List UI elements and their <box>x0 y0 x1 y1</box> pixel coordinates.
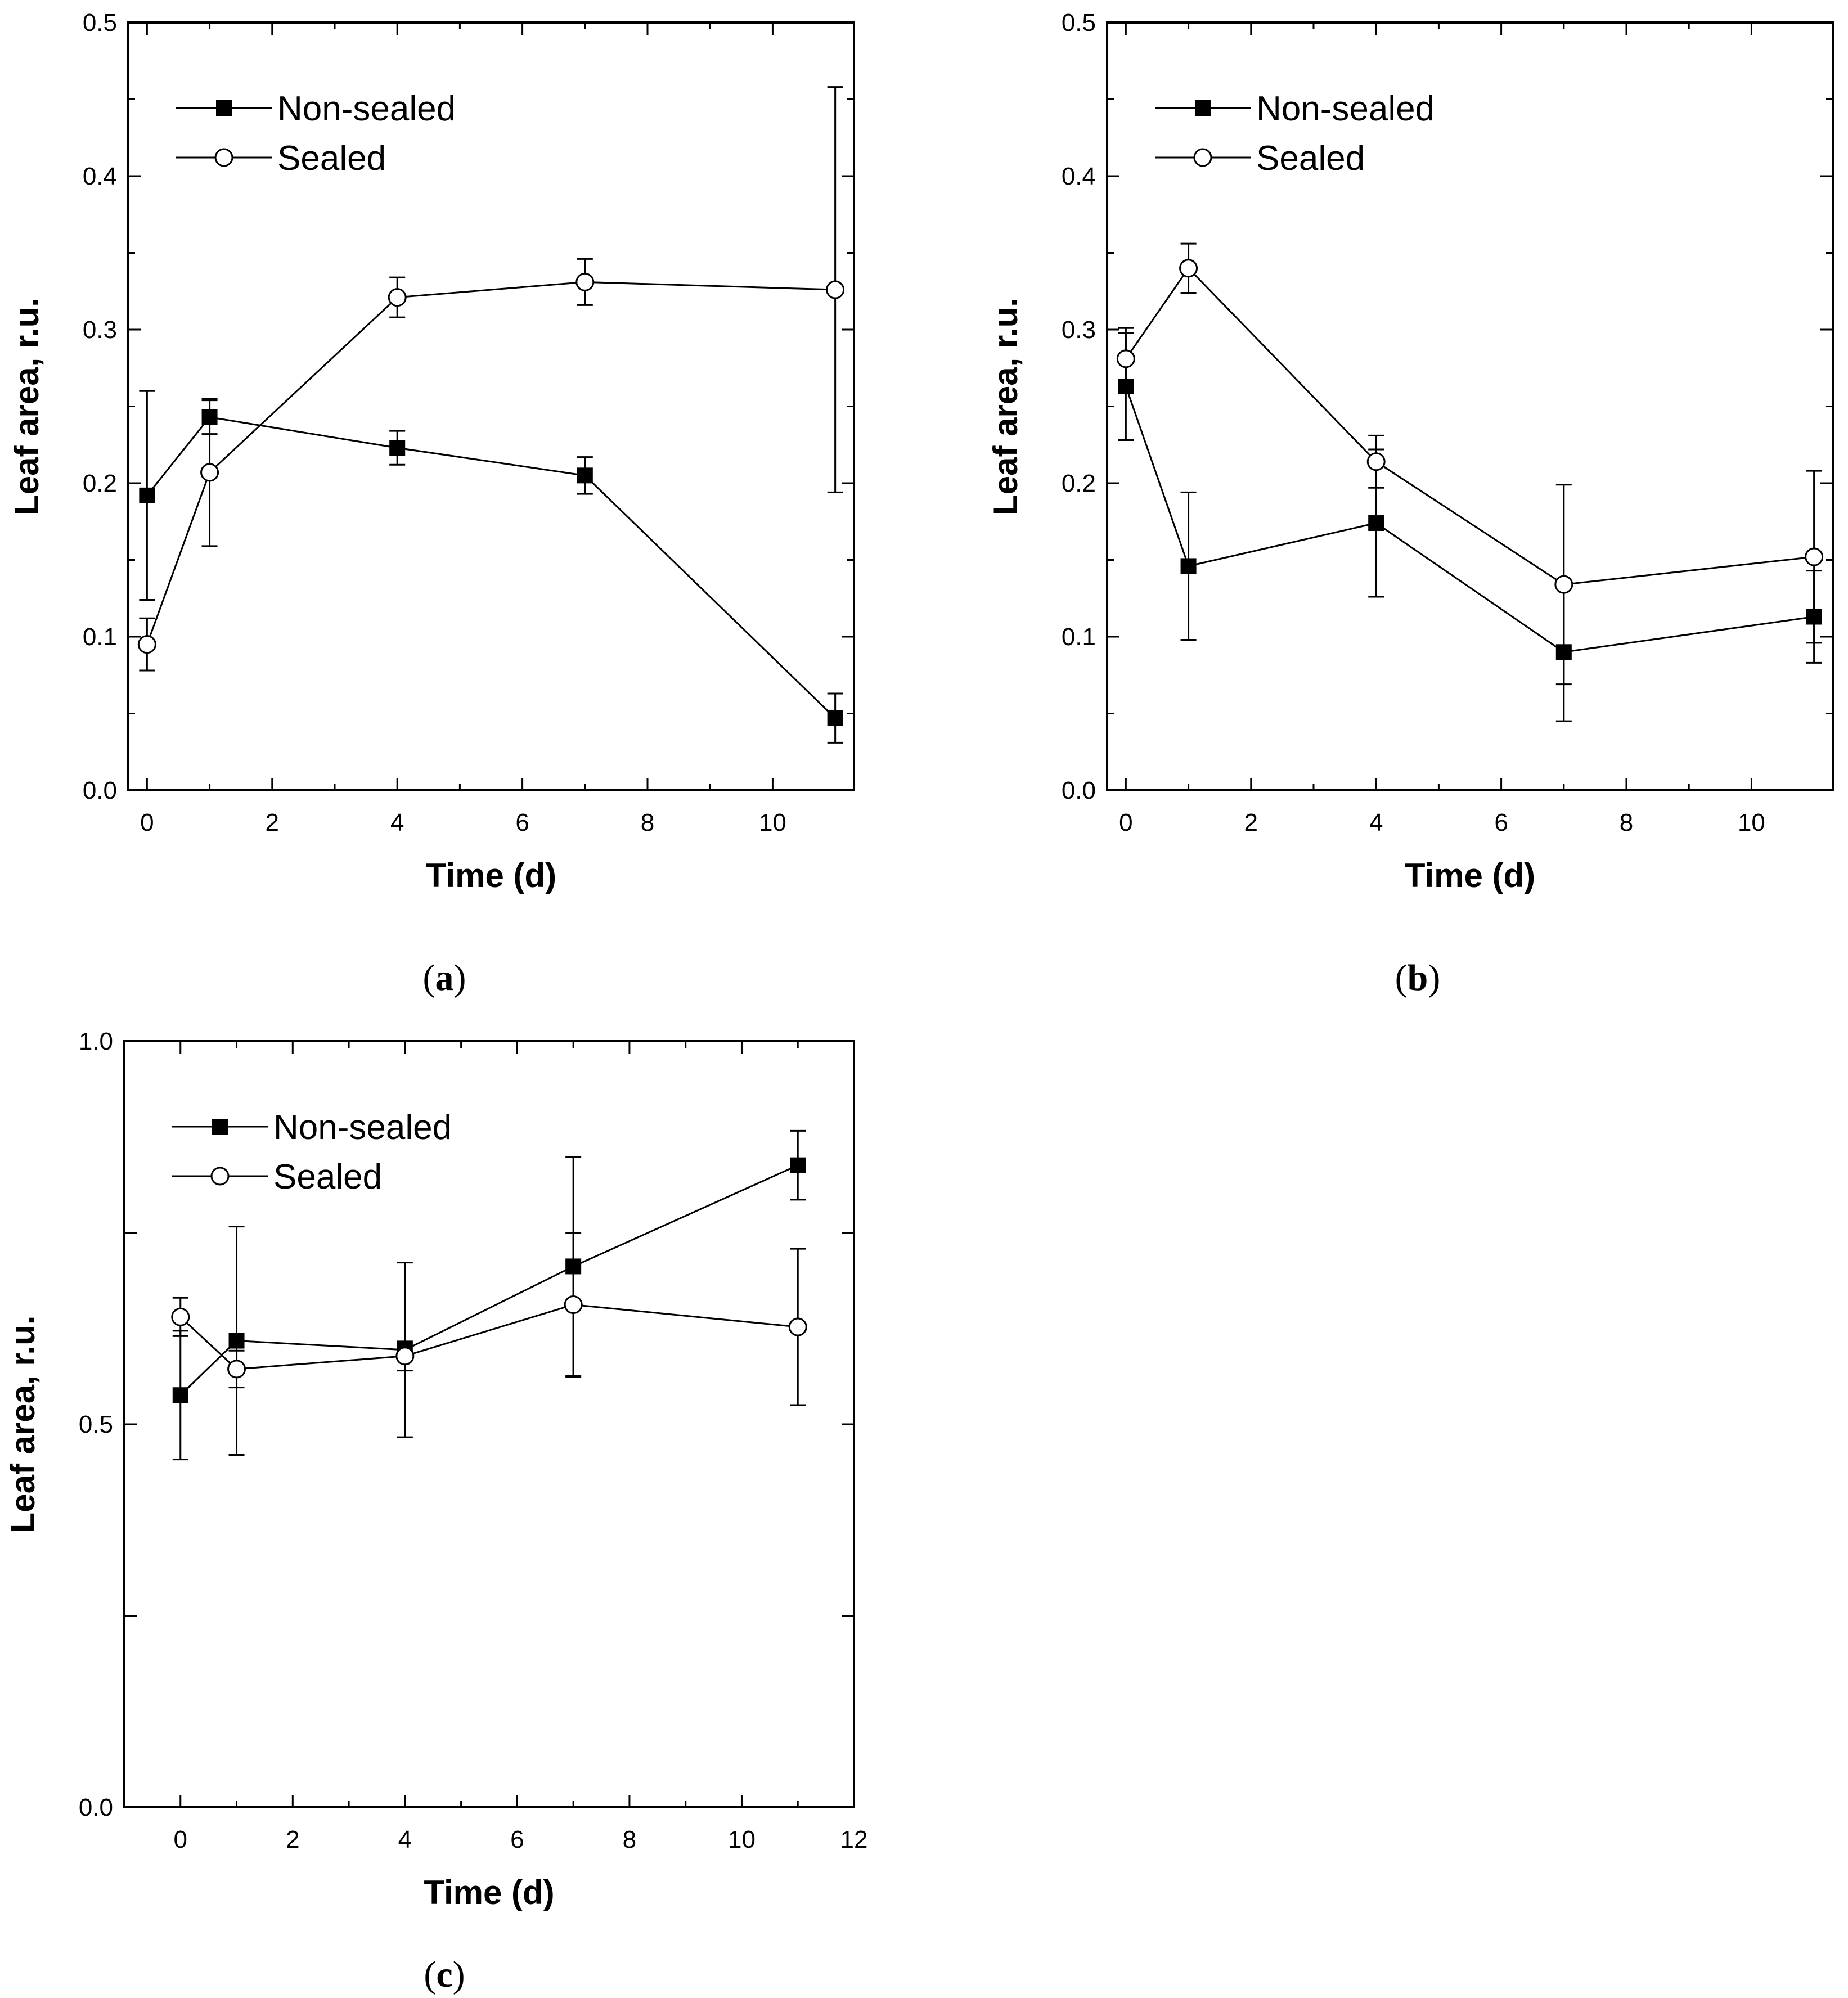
data-point-sealed <box>395 1347 415 1366</box>
x-tick-label: 6 <box>515 809 529 836</box>
legend-label-non-sealed: Non-sealed <box>1256 89 1435 128</box>
legend-marker-non-sealed <box>212 1119 228 1135</box>
x-tick-label: 4 <box>390 809 404 836</box>
y-tick-label: 0.1 <box>1062 623 1096 651</box>
legend-label-non-sealed: Non-sealed <box>273 1108 452 1147</box>
y-tick-label: 0.4 <box>83 163 117 190</box>
y-tick-label: 0.5 <box>79 1411 113 1438</box>
legend-marker-sealed <box>210 1167 230 1186</box>
x-tick-label: 6 <box>510 1826 524 1853</box>
legend-marker-non-sealed <box>1195 100 1211 116</box>
panel-label-c: (c) <box>424 1954 465 1995</box>
data-point-non-sealed <box>790 1157 806 1173</box>
y-tick-label: 0.2 <box>1062 470 1096 497</box>
y-axis-title: Leaf area, r.u. <box>8 298 46 515</box>
series-line-non-sealed <box>179 1164 798 1396</box>
y-tick-label: 0.2 <box>83 470 117 497</box>
series-line-non-sealed <box>1125 386 1814 653</box>
legend-label-non-sealed: Non-sealed <box>277 89 456 128</box>
x-tick-label: 10 <box>759 809 786 836</box>
x-tick-label: 2 <box>1244 809 1258 836</box>
x-axis-title: Time (d) <box>424 1874 554 1911</box>
plot-frame <box>123 1040 855 1808</box>
x-tick-label: 2 <box>286 1826 299 1853</box>
y-tick-label: 0.5 <box>83 9 117 37</box>
data-point-non-sealed <box>1368 515 1384 531</box>
data-point-sealed <box>200 463 219 482</box>
chart-panel-b: 0 2 4 6 8 10 0.0 0.1 0.2 0.3 0.4 0.5 Time (d) Leaf ar… <box>987 9 1834 894</box>
x-tick-label: 12 <box>840 1826 868 1853</box>
data-point-sealed <box>227 1360 246 1379</box>
x-tick-label: 10 <box>728 1826 756 1853</box>
panel-label-b: (b) <box>1395 957 1441 998</box>
y-tick-label: 0.0 <box>1062 777 1096 804</box>
panel-label-a: (a) <box>423 957 466 998</box>
data-point-sealed <box>1805 547 1824 566</box>
series-line-sealed <box>179 1304 798 1370</box>
x-axis-title: Time (d) <box>426 857 556 894</box>
y-tick-label: 0.4 <box>1062 163 1096 190</box>
x-tick-label: 6 <box>1494 809 1508 836</box>
data-point-sealed <box>575 272 595 291</box>
chart-panel-c: 0 2 4 6 8 10 12 0.0 0.5 1.0 Time (d) Leaf area, r.u… <box>4 1028 867 1911</box>
data-point-sealed <box>788 1317 807 1336</box>
x-tick-label: 8 <box>623 1826 636 1853</box>
data-point-non-sealed <box>577 467 593 484</box>
x-tick-label: 2 <box>266 809 279 836</box>
x-tick-label: 8 <box>641 809 654 836</box>
series-line-non-sealed <box>146 416 836 719</box>
data-point-sealed <box>1366 452 1386 471</box>
data-point-sealed <box>1179 259 1198 278</box>
y-tick-label: 0.1 <box>83 623 117 651</box>
plot-frame <box>127 21 855 791</box>
x-axis-title: Time (d) <box>1405 857 1535 894</box>
data-point-non-sealed <box>172 1387 188 1403</box>
legend-label-sealed: Sealed <box>277 139 386 178</box>
data-point-sealed <box>388 288 407 307</box>
x-tick-label: 4 <box>398 1826 412 1853</box>
data-point-sealed <box>171 1307 190 1326</box>
x-tick-label: 0 <box>140 809 154 836</box>
y-tick-label: 0.3 <box>1062 316 1096 344</box>
data-point-sealed <box>137 635 156 654</box>
legend-marker-sealed <box>1193 148 1212 167</box>
data-point-non-sealed <box>228 1333 245 1349</box>
x-tick-label: 8 <box>1620 809 1633 836</box>
data-point-sealed <box>826 280 845 299</box>
x-tick-label: 4 <box>1369 809 1383 836</box>
y-tick-label: 0.0 <box>83 777 117 804</box>
series-line-sealed <box>1125 267 1814 586</box>
legend-marker-sealed <box>214 148 233 167</box>
x-tick-label: 0 <box>1119 809 1132 836</box>
data-point-non-sealed <box>827 710 843 726</box>
legend-label-sealed: Sealed <box>1256 139 1365 178</box>
data-point-sealed <box>1554 575 1573 594</box>
chart-panel-a: 0 2 4 6 8 10 0.0 0.1 0.2 0.3 0.4 0.5 Time (d) Leaf ar… <box>8 9 855 894</box>
y-axis-title: Leaf area, r.u. <box>987 298 1024 515</box>
data-point-non-sealed <box>389 440 406 456</box>
x-tick-label: 0 <box>174 1826 187 1853</box>
legend-label-sealed: Sealed <box>273 1158 382 1196</box>
series-line-sealed <box>146 281 835 645</box>
y-tick-label: 0.5 <box>1062 9 1096 37</box>
plot-frame <box>1106 21 1834 791</box>
data-point-non-sealed <box>139 487 155 503</box>
data-point-sealed <box>1116 349 1135 368</box>
y-axis-title: Leaf area, r.u. <box>4 1316 42 1533</box>
y-tick-label: 1.0 <box>79 1028 113 1055</box>
x-tick-label: 10 <box>1738 809 1765 836</box>
legend-marker-non-sealed <box>216 100 232 116</box>
data-point-sealed <box>564 1295 583 1315</box>
y-tick-label: 0.3 <box>83 316 117 344</box>
data-point-non-sealed <box>1180 558 1197 574</box>
y-tick-label: 0.0 <box>79 1794 113 1821</box>
